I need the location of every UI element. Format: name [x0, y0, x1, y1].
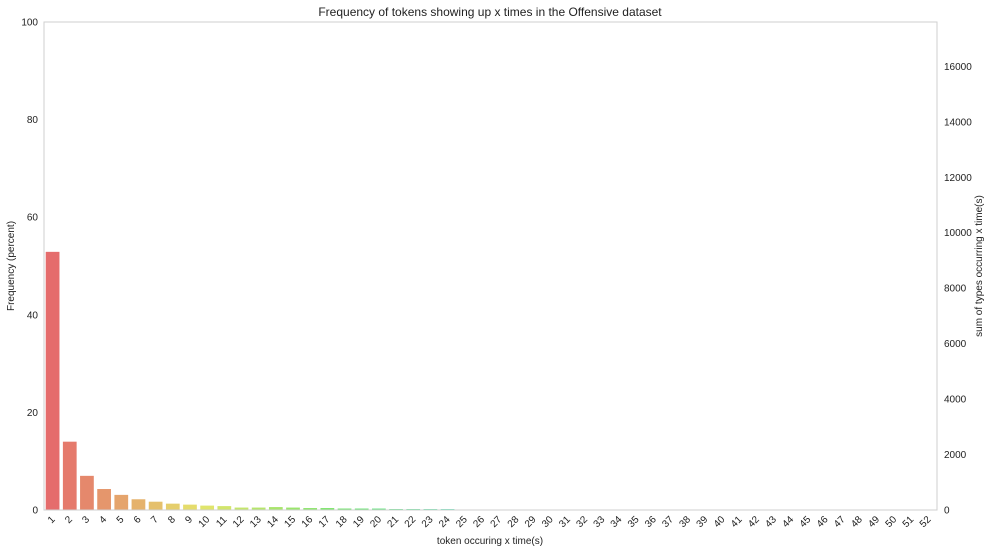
bar-8	[165, 503, 180, 510]
y2-tick-label: 8000	[944, 284, 967, 295]
bar-17	[320, 508, 335, 510]
y2-tick-label: 12000	[944, 173, 972, 184]
y2-tick-label: 0	[944, 506, 950, 517]
bar-10	[200, 505, 215, 510]
bar-5	[114, 494, 129, 510]
bar-19	[354, 508, 369, 510]
bar-1	[45, 251, 60, 510]
y-axis-right: 0 2000 4000 6000 8000 10000 12000 14000 16000	[944, 62, 972, 517]
y-axis-label: Frequency (percent)	[6, 221, 17, 311]
y-tick-label: 40	[27, 310, 39, 321]
y-tick-label: 80	[27, 115, 39, 126]
bar-16	[303, 508, 318, 510]
y2-tick-label: 14000	[944, 117, 972, 128]
bar-4	[97, 489, 111, 510]
bar-15	[286, 507, 300, 510]
bar-12	[234, 507, 249, 510]
chart-title: Frequency of tokens showing up x times i…	[318, 5, 662, 19]
y-tick-label: 20	[27, 408, 39, 419]
y2-axis-label: sum of types occurring x time(s)	[974, 195, 985, 337]
y-tick-label: 60	[27, 213, 39, 224]
y2-tick-label: 6000	[944, 339, 967, 350]
y2-tick-label: 10000	[944, 228, 972, 239]
y2-tick-label: 16000	[944, 62, 972, 73]
x-axis-label: token occuring x time(s)	[437, 536, 543, 547]
bar-6	[131, 499, 146, 510]
bar-18	[337, 508, 352, 510]
y-tick-label: 100	[21, 18, 38, 29]
y2-tick-label: 2000	[944, 450, 967, 461]
bar-20	[372, 508, 386, 510]
plot-frame	[43, 21, 938, 511]
bar-2	[62, 441, 77, 510]
y2-tick-label: 4000	[944, 395, 967, 406]
bar-13	[251, 507, 266, 510]
bar-14	[268, 507, 283, 510]
y-tick-label: 0	[32, 506, 38, 517]
bar-11	[217, 506, 232, 510]
y-axis-left: 0 20 40 60 80 100	[21, 18, 38, 517]
bar-3	[80, 475, 94, 510]
bar-7	[148, 501, 163, 510]
bar-9	[183, 504, 197, 510]
